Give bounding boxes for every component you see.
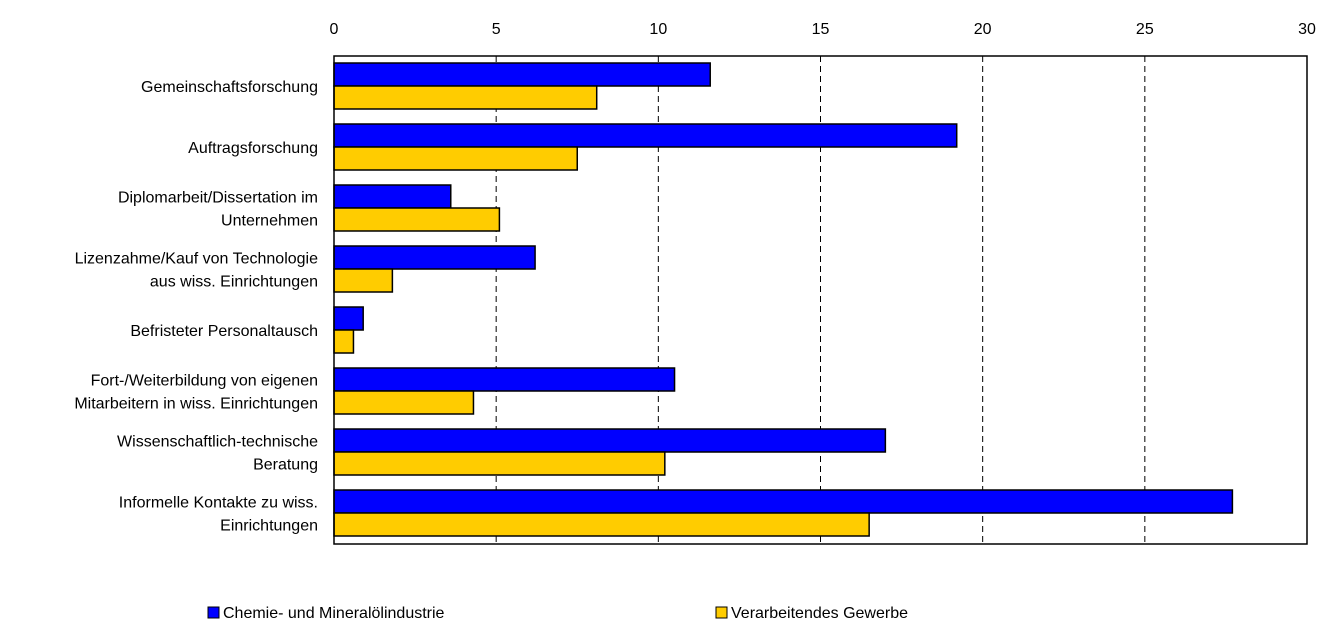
x-tick-label: 30 <box>1298 21 1316 38</box>
category-label: Informelle Kontakte zu wiss. <box>119 495 318 512</box>
category-label: Befristeter Personaltausch <box>130 323 318 340</box>
x-tick-label: 10 <box>649 21 667 38</box>
legend-swatch <box>207 606 220 619</box>
bar-chemie-7 <box>333 489 1234 514</box>
x-axis-ticks: 0 5 10 15 20 25 30 <box>330 21 1316 38</box>
category-label: Lizenzahme/Kauf von Technologie <box>75 251 319 268</box>
category-labels: Gemeinschaftsforschung Auftragsforschung D… <box>74 79 318 535</box>
legend-label: Verarbeitendes Gewerbe <box>731 605 908 622</box>
bar-chemie-2 <box>333 184 452 209</box>
bar-verarbeitend-4 <box>333 329 355 354</box>
bar-verarbeitend-3 <box>333 268 394 293</box>
x-tick-label: 25 <box>1136 21 1154 38</box>
bar-chemie-6 <box>333 428 887 453</box>
category-label: Fort-/Weiterbildung von eigenen <box>91 373 318 390</box>
bar-verarbeitend-6 <box>333 451 666 476</box>
bar-verarbeitend-7 <box>333 512 870 537</box>
bar-verarbeitend-1 <box>333 146 578 171</box>
x-tick-label: 0 <box>330 21 339 38</box>
bar-chemie-0 <box>333 62 711 87</box>
category-label: Gemeinschaftsforschung <box>141 79 318 96</box>
category-label: Einrichtungen <box>220 518 318 535</box>
bar-verarbeitend-0 <box>333 85 598 110</box>
category-label: Diplomarbeit/Dissertation im <box>118 190 318 207</box>
x-tick-label: 20 <box>974 21 992 38</box>
legend-swatch <box>715 606 728 619</box>
category-label: Wissenschaftlich-technische <box>117 434 318 451</box>
plot-frame <box>333 55 1308 545</box>
category-label: aus wiss. Einrichtungen <box>150 274 318 291</box>
bar-chemie-3 <box>333 245 536 270</box>
category-label: Auftragsforschung <box>188 140 318 157</box>
legend: Chemie- und Mineralölindustrie Verarbeite… <box>207 605 908 622</box>
category-label: Beratung <box>253 457 318 474</box>
legend-label: Chemie- und Mineralölindustrie <box>223 605 445 622</box>
bar-verarbeitend-5 <box>333 390 475 415</box>
x-tick-label: 15 <box>812 21 830 38</box>
category-label: Unternehmen <box>221 213 318 230</box>
category-label: Mitarbeitern in wiss. Einrichtungen <box>74 396 318 413</box>
bar-chemie-5 <box>333 367 676 392</box>
bar-chemie-4 <box>333 306 364 331</box>
x-tick-label: 5 <box>492 21 501 38</box>
bars <box>333 62 1234 537</box>
bar-chemie-1 <box>333 123 958 148</box>
bar-verarbeitend-2 <box>333 207 501 232</box>
